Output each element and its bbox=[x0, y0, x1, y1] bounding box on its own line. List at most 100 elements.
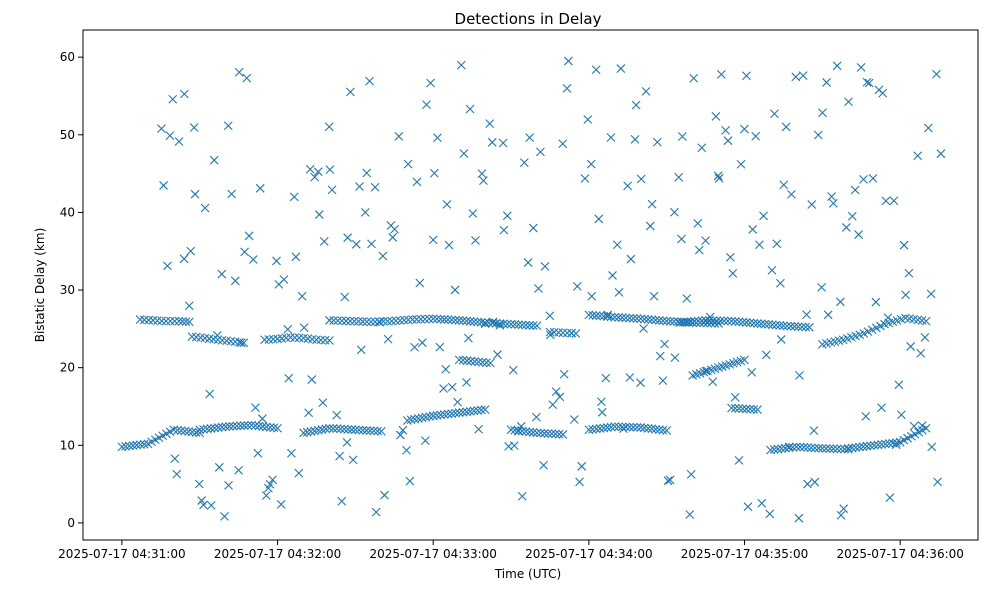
data-point bbox=[248, 255, 258, 264]
data-point bbox=[792, 442, 801, 452]
data-point bbox=[417, 413, 427, 423]
data-point bbox=[810, 477, 820, 487]
data-point bbox=[341, 316, 351, 326]
data-point bbox=[536, 147, 545, 157]
data-point bbox=[818, 108, 827, 118]
data-point bbox=[376, 426, 386, 436]
data-point bbox=[753, 405, 762, 414]
data-point bbox=[670, 207, 679, 217]
data-point bbox=[172, 469, 182, 479]
data-point bbox=[591, 424, 601, 434]
data-point bbox=[421, 412, 431, 422]
x-tick-label: 2025-07-17 04:33:00 bbox=[369, 547, 496, 561]
data-point bbox=[854, 230, 863, 239]
data-point bbox=[200, 203, 210, 213]
data-point bbox=[643, 423, 653, 433]
data-point bbox=[463, 333, 473, 343]
data-point bbox=[470, 357, 480, 366]
data-point bbox=[803, 443, 812, 452]
data-point bbox=[697, 143, 707, 153]
data-point bbox=[547, 429, 557, 439]
data-point bbox=[884, 439, 894, 448]
data-point bbox=[694, 245, 704, 255]
data-point bbox=[319, 236, 329, 246]
data-point bbox=[414, 414, 423, 423]
data-point bbox=[422, 100, 431, 110]
data-point bbox=[788, 442, 798, 452]
data-point bbox=[693, 218, 703, 228]
data-point bbox=[232, 421, 242, 431]
data-point bbox=[354, 317, 363, 326]
data-point bbox=[904, 268, 914, 278]
data-point bbox=[462, 356, 472, 366]
data-point bbox=[548, 400, 558, 410]
data-point bbox=[588, 310, 597, 320]
data-point bbox=[482, 358, 491, 368]
data-point bbox=[906, 342, 916, 351]
data-point bbox=[670, 353, 680, 362]
data-point bbox=[794, 513, 804, 523]
data-point bbox=[740, 355, 749, 365]
data-point bbox=[506, 425, 516, 435]
data-point bbox=[885, 493, 895, 503]
data-point bbox=[329, 316, 338, 325]
data-point bbox=[586, 159, 596, 169]
data-point bbox=[551, 429, 560, 439]
data-point bbox=[174, 316, 184, 326]
data-point bbox=[636, 378, 645, 388]
data-point bbox=[358, 317, 368, 326]
data-point bbox=[803, 479, 812, 489]
data-point bbox=[862, 77, 872, 87]
data-point bbox=[536, 428, 546, 438]
data-point bbox=[342, 438, 352, 447]
data-point bbox=[817, 444, 827, 453]
data-point bbox=[159, 181, 168, 190]
data-point bbox=[335, 451, 345, 461]
data-point bbox=[258, 422, 268, 431]
data-point bbox=[921, 316, 931, 326]
data-point bbox=[230, 276, 240, 286]
data-point bbox=[458, 407, 468, 417]
data-point bbox=[343, 233, 353, 243]
data-point bbox=[745, 404, 755, 414]
data-point bbox=[345, 316, 355, 326]
data-point bbox=[686, 317, 696, 327]
data-point bbox=[654, 425, 664, 435]
data-point bbox=[506, 319, 516, 329]
data-point bbox=[916, 348, 926, 358]
data-point bbox=[595, 311, 605, 321]
data-point bbox=[454, 408, 464, 418]
data-point bbox=[417, 338, 427, 348]
data-point bbox=[383, 334, 393, 344]
data-point bbox=[272, 256, 281, 266]
data-point bbox=[402, 445, 411, 455]
data-point bbox=[647, 315, 657, 325]
data-point bbox=[595, 424, 605, 433]
data-point bbox=[909, 421, 919, 431]
data-point bbox=[168, 94, 178, 104]
data-point bbox=[749, 318, 759, 328]
data-point bbox=[337, 316, 347, 326]
data-point bbox=[165, 316, 175, 326]
data-point bbox=[743, 502, 753, 512]
data-point bbox=[124, 441, 134, 451]
data-point bbox=[714, 173, 724, 183]
data-point bbox=[697, 316, 707, 326]
x-tick-label: 2025-07-17 04:35:00 bbox=[681, 547, 808, 561]
data-point bbox=[516, 421, 526, 431]
data-point bbox=[580, 174, 590, 183]
data-point bbox=[742, 71, 751, 81]
data-point bbox=[741, 318, 751, 327]
data-point bbox=[157, 124, 166, 134]
data-point bbox=[228, 421, 238, 431]
data-point bbox=[597, 407, 607, 417]
data-point bbox=[839, 504, 849, 514]
data-point bbox=[677, 234, 686, 244]
data-point bbox=[375, 317, 385, 327]
data-point bbox=[465, 316, 475, 326]
data-point bbox=[850, 185, 860, 195]
data-point bbox=[243, 420, 253, 430]
data-point bbox=[523, 258, 533, 267]
data-point bbox=[766, 445, 775, 455]
data-point bbox=[390, 224, 399, 234]
